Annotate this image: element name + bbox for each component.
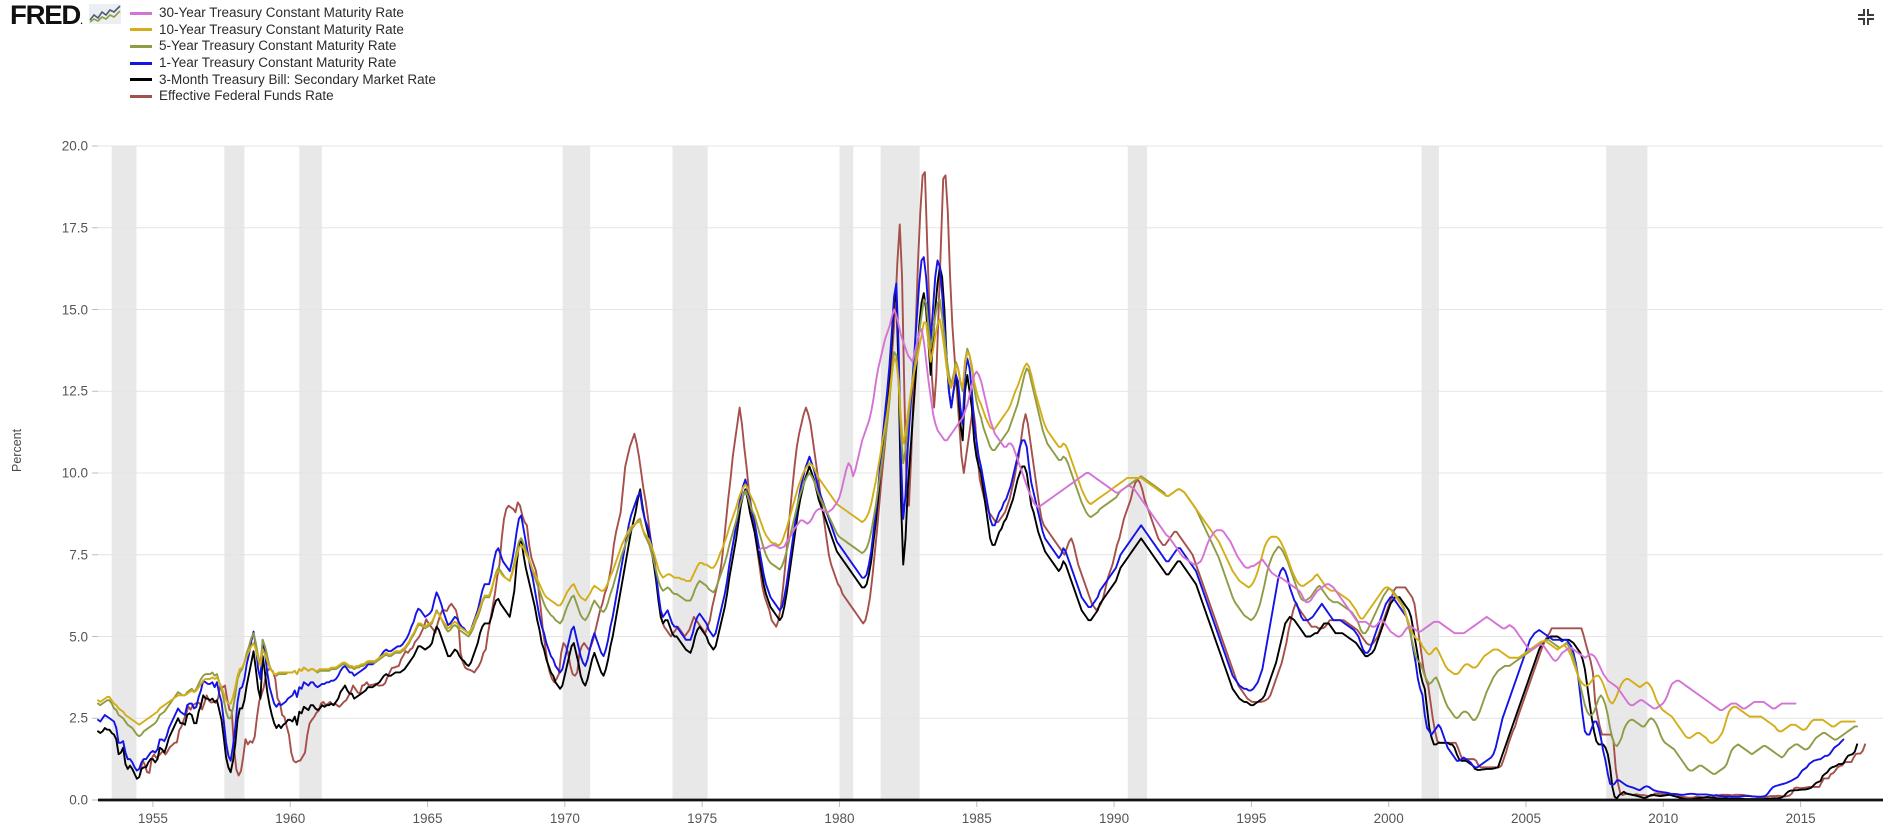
legend-item[interactable]: 3-Month Treasury Bill: Secondary Market … xyxy=(130,71,436,88)
x-tick-label: 1980 xyxy=(824,811,855,826)
y-tick-label: 20.0 xyxy=(61,138,88,154)
series-line[interactable] xyxy=(758,308,1797,712)
legend-item[interactable]: 5-Year Treasury Constant Maturity Rate xyxy=(130,38,436,55)
x-tick-label: 1995 xyxy=(1236,811,1267,826)
x-tick-label: 1965 xyxy=(412,811,443,826)
y-tick-label: 5.0 xyxy=(69,629,88,644)
legend-item[interactable]: 10-Year Treasury Constant Maturity Rate xyxy=(130,22,436,39)
fred-wordmark: FRED xyxy=(10,0,81,30)
legend-item[interactable]: Effective Federal Funds Rate xyxy=(130,88,436,105)
series-line[interactable] xyxy=(97,318,1856,744)
x-tick-label: 2000 xyxy=(1373,811,1404,826)
series-line[interactable] xyxy=(97,256,1845,798)
legend-item-label: 3-Month Treasury Bill: Secondary Market … xyxy=(159,71,436,87)
y-tick-label: 12.5 xyxy=(61,383,88,399)
chart-header: FRED . 30-Year Treasury Constant Maturit… xyxy=(0,0,1889,118)
legend-item-label: 5-Year Treasury Constant Maturity Rate xyxy=(159,38,397,54)
legend-item[interactable]: 1-Year Treasury Constant Maturity Rate xyxy=(130,55,436,72)
legend-item-label: 10-Year Treasury Constant Maturity Rate xyxy=(159,21,404,37)
legend-color-swatch xyxy=(130,28,152,32)
series-line[interactable] xyxy=(139,171,1867,799)
y-tick-label: 10.0 xyxy=(61,465,88,481)
data-series-group xyxy=(97,171,1867,801)
y-tick-label: 7.5 xyxy=(69,547,88,563)
legend-color-swatch xyxy=(130,78,152,82)
x-tick-label: 1975 xyxy=(687,811,718,826)
legend-color-swatch xyxy=(130,61,152,65)
x-tick-label: 2005 xyxy=(1510,811,1542,826)
x-tick-label: 1985 xyxy=(961,811,992,826)
x-tick-label: 2010 xyxy=(1648,811,1679,826)
fred-logo-dot: . xyxy=(79,12,84,27)
x-tick-label: 1970 xyxy=(549,811,580,826)
y-tick-label: 2.5 xyxy=(69,710,88,726)
collapse-fullscreen-icon[interactable] xyxy=(1855,6,1877,28)
legend-item[interactable]: 30-Year Treasury Constant Maturity Rate xyxy=(130,5,436,22)
legend-item-label: 1-Year Treasury Constant Maturity Rate xyxy=(159,55,397,71)
x-tick-label: 2015 xyxy=(1785,811,1816,826)
chart-legend: 30-Year Treasury Constant Maturity Rate 1… xyxy=(130,5,436,105)
legend-color-swatch xyxy=(130,44,152,48)
legend-item-label: 30-Year Treasury Constant Maturity Rate xyxy=(159,5,404,21)
x-tick-label: 1960 xyxy=(275,811,306,826)
x-tick-label: 1955 xyxy=(137,811,168,826)
y-tick-label: 15.0 xyxy=(61,302,88,317)
series-line[interactable] xyxy=(97,298,1859,775)
legend-color-swatch xyxy=(130,11,152,15)
fred-logo[interactable]: FRED . xyxy=(10,0,122,30)
y-tick-label: 0.0 xyxy=(69,792,88,808)
legend-color-swatch xyxy=(130,94,152,98)
y-axis-label: Percent xyxy=(10,428,24,472)
series-line[interactable] xyxy=(97,266,1859,801)
x-tick-label: 1990 xyxy=(1099,811,1130,826)
sparkline-icon xyxy=(89,4,122,29)
y-tick-label: 17.5 xyxy=(61,220,88,236)
axis-tick-marks xyxy=(92,145,1802,807)
legend-item-label: Effective Federal Funds Rate xyxy=(159,88,334,104)
